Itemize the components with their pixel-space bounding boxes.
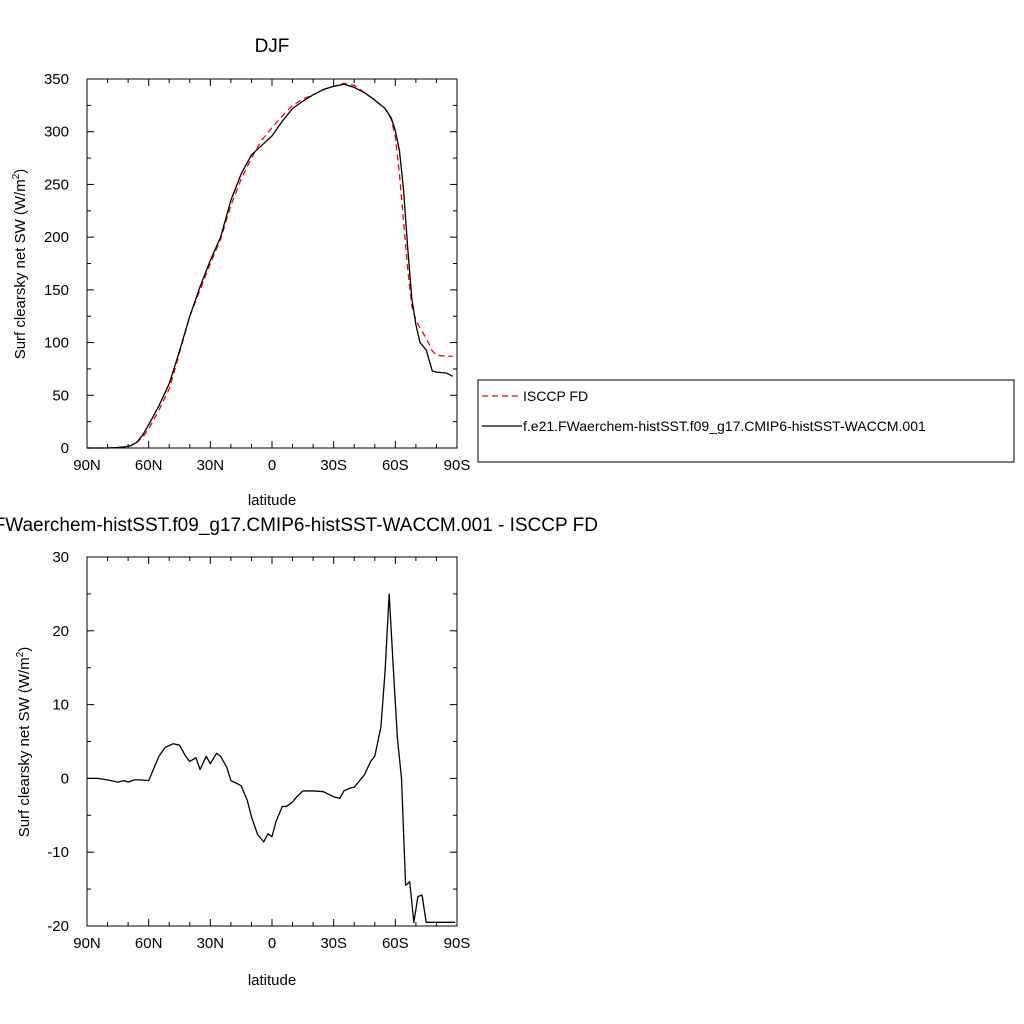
bottom-y-label-main: Surf clearsky net SW (W/m [16, 657, 33, 837]
bottom-series-lines [87, 593, 455, 923]
top-y-tick-label: 0 [61, 440, 69, 457]
bottom-y-label-tail: ) [16, 647, 33, 652]
top-x-tick-label: 60N [135, 457, 163, 474]
bottom-series-line-model [87, 593, 455, 923]
bottom-x-tick-label: 90N [73, 935, 101, 952]
top-y-tick-label: 300 [44, 124, 69, 141]
top-y-ticks: 0 50 100 150 200 250 300 350 [44, 71, 457, 457]
top-y-label-sup: 2 [11, 173, 22, 179]
bottom-y-tick-label: 30 [52, 549, 69, 566]
top-y-axis-label: Surf clearsky net SW (W/m2) [11, 169, 29, 360]
bottom-y-ticks: -20 -10 0 10 20 30 [47, 549, 457, 935]
legend-label-isccp: ISCCP FD [523, 388, 588, 404]
top-x-tick-label: 30S [320, 457, 347, 474]
bottom-y-tick-label: -20 [47, 918, 69, 935]
bottom-x-tick-label: 60N [135, 935, 163, 952]
top-x-tick-label: 90S [444, 457, 471, 474]
top-x-tick-label: 0 [268, 457, 276, 474]
top-series-line-model [87, 83, 454, 449]
bottom-y-tick-label: 0 [61, 770, 69, 787]
top-x-tick-label: 30N [197, 457, 225, 474]
bottom-x-tick-label: 90S [444, 935, 471, 952]
bottom-plot-frame [86, 556, 458, 927]
bottom-panel: f.e21.FWaerchem-histSST.f09_g17.CMIP6-hi… [0, 515, 598, 989]
top-x-axis-label: latitude [248, 492, 296, 509]
top-panel: DJF 90N 60N 30N 0 30S 60S 90S 0 50 100 150 200 250 3… [11, 36, 1015, 509]
legend-label-model: f.e21.FWaerchem-histSST.f09_g17.CMIP6-hi… [523, 418, 926, 434]
bottom-y-tick-label: -10 [47, 844, 69, 861]
top-series-line-isccp [87, 82, 453, 449]
top-y-tick-label: 350 [44, 71, 69, 88]
bottom-y-tick-label: 10 [52, 697, 69, 714]
top-y-label-tail: ) [12, 169, 29, 174]
bottom-x-tick-label: 0 [268, 935, 276, 952]
bottom-y-axis-label: Surf clearsky net SW (W/m2) [15, 647, 33, 838]
bottom-x-axis-label: latitude [248, 972, 296, 989]
bottom-x-tick-label: 30N [197, 935, 225, 952]
bottom-chart-title: f.e21.FWaerchem-histSST.f09_g17.CMIP6-hi… [0, 515, 598, 536]
bottom-y-tick-label: 20 [52, 623, 69, 640]
legend-box [477, 379, 1015, 463]
top-y-tick-label: 100 [44, 335, 69, 352]
bottom-x-tick-label: 30S [320, 935, 347, 952]
legend: ISCCP FD f.e21.FWaerchem-histSST.f09_g17… [477, 379, 1015, 463]
top-y-tick-label: 250 [44, 176, 69, 193]
top-chart-title: DJF [255, 36, 290, 57]
top-y-tick-label: 50 [52, 387, 69, 404]
top-series-lines [87, 82, 454, 449]
top-x-tick-label: 60S [382, 457, 409, 474]
top-y-tick-label: 200 [44, 229, 69, 246]
bottom-x-ticks: 90N 60N 30N 0 30S 60S 90S [73, 557, 470, 952]
top-y-label-main: Surf clearsky net SW (W/m [12, 179, 29, 359]
top-plot-frame [86, 78, 458, 449]
top-x-ticks: 90N 60N 30N 0 30S 60S 90S [73, 79, 470, 474]
bottom-x-tick-label: 60S [382, 935, 409, 952]
top-y-tick-label: 150 [44, 282, 69, 299]
bottom-y-label-sup: 2 [15, 651, 26, 657]
top-x-tick-label: 90N [73, 457, 101, 474]
